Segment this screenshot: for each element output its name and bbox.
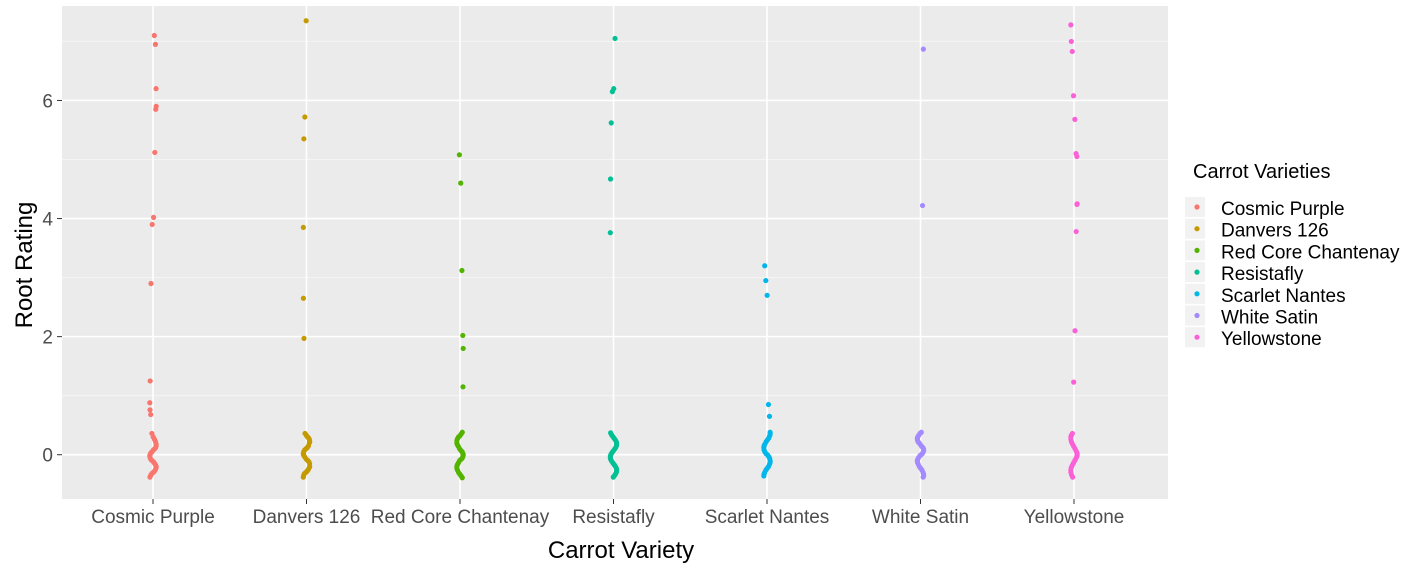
data-point	[764, 292, 770, 298]
data-point	[148, 411, 154, 418]
data-point	[302, 114, 308, 120]
data-point	[460, 384, 466, 390]
data-point	[607, 176, 614, 182]
data-point	[1074, 153, 1080, 160]
legend-label: Danvers 126	[1221, 221, 1329, 242]
y-tick-label: 6	[42, 91, 53, 112]
data-point	[1069, 48, 1075, 55]
x-tick-label: Scarlet Nantes	[705, 507, 830, 528]
data-point	[607, 230, 613, 236]
data-point	[920, 46, 926, 52]
data-point	[300, 295, 306, 301]
series-points	[147, 32, 159, 480]
data-point	[459, 267, 465, 274]
data-point	[608, 120, 614, 126]
data-point	[763, 277, 769, 284]
x-tick-label: Danvers 126	[253, 507, 361, 528]
legend-label: White Satin	[1221, 308, 1318, 329]
legend-marker	[1194, 269, 1200, 275]
data-point	[612, 35, 618, 42]
x-axis: Cosmic Purple Danvers 126 Red Core Chanten…	[91, 499, 1124, 528]
data-point	[147, 378, 153, 384]
series-points	[607, 35, 620, 480]
data-point	[301, 136, 307, 142]
legend-label: Red Core Chantenay	[1221, 242, 1400, 263]
series-points	[454, 152, 466, 481]
data-point	[151, 32, 157, 39]
series-points	[300, 18, 313, 480]
legend-marker	[1194, 226, 1200, 232]
data-point	[610, 474, 616, 480]
legend-title: Carrot Varieties	[1193, 161, 1330, 183]
data-point	[458, 180, 464, 186]
x-tick-label: Cosmic Purple	[91, 507, 215, 528]
data-point	[147, 407, 153, 413]
data-point	[459, 475, 465, 481]
x-tick-label: Yellowstone	[1024, 507, 1125, 528]
data-point	[152, 149, 158, 156]
data-point	[609, 89, 616, 95]
data-point	[920, 474, 926, 480]
y-axis: 0 2 4 6	[42, 91, 62, 467]
data-point	[1072, 116, 1078, 122]
series-points	[1068, 22, 1080, 480]
legend-label: Cosmic Purple	[1221, 199, 1345, 220]
data-point	[153, 86, 159, 92]
data-point	[761, 473, 767, 479]
data-point	[456, 152, 462, 158]
data-point	[147, 400, 153, 406]
data-point	[1073, 228, 1079, 235]
legend-marker	[1194, 204, 1200, 210]
data-point	[300, 224, 306, 231]
data-point	[1072, 328, 1078, 334]
legend-label: Yellowstone	[1221, 329, 1322, 350]
data-point	[460, 332, 466, 339]
x-axis-title: Carrot Variety	[548, 537, 694, 564]
data-point	[153, 106, 159, 112]
data-point	[1070, 93, 1077, 99]
data-point	[301, 335, 307, 342]
grid-minor	[62, 40, 1168, 397]
data-point	[1068, 22, 1074, 28]
y-tick-label: 4	[42, 210, 53, 231]
x-tick-label: Red Core Chantenay	[371, 507, 550, 528]
x-tick-label: White Satin	[872, 507, 969, 528]
legend-marker	[1194, 247, 1200, 253]
data-point	[303, 18, 309, 24]
data-point	[919, 202, 926, 209]
data-point	[150, 214, 157, 220]
y-tick-label: 2	[42, 328, 53, 349]
data-point	[765, 401, 772, 408]
data-point	[766, 413, 773, 419]
data-point	[148, 280, 154, 287]
x-tick-label: Resistafly	[572, 507, 655, 528]
legend-marker	[1194, 312, 1200, 319]
data-point	[149, 221, 155, 228]
data-point	[1070, 474, 1076, 480]
data-points	[147, 18, 1080, 481]
legend-marker	[1194, 334, 1200, 340]
legend-label: Scarlet Nantes	[1221, 286, 1346, 307]
y-tick-label: 0	[42, 446, 53, 467]
data-point	[1068, 38, 1074, 45]
data-point	[762, 263, 768, 269]
data-point	[300, 474, 306, 480]
series-points	[761, 263, 773, 479]
data-point	[147, 474, 153, 480]
legend-label: Resistafly	[1221, 264, 1304, 285]
data-point	[460, 345, 466, 352]
data-point	[1074, 201, 1080, 207]
legend-marker	[1194, 291, 1200, 297]
y-axis-title: Root Rating	[11, 202, 38, 329]
plot-panel	[62, 6, 1168, 499]
data-point	[152, 41, 158, 47]
data-point	[1071, 379, 1077, 385]
series-points	[914, 46, 927, 480]
